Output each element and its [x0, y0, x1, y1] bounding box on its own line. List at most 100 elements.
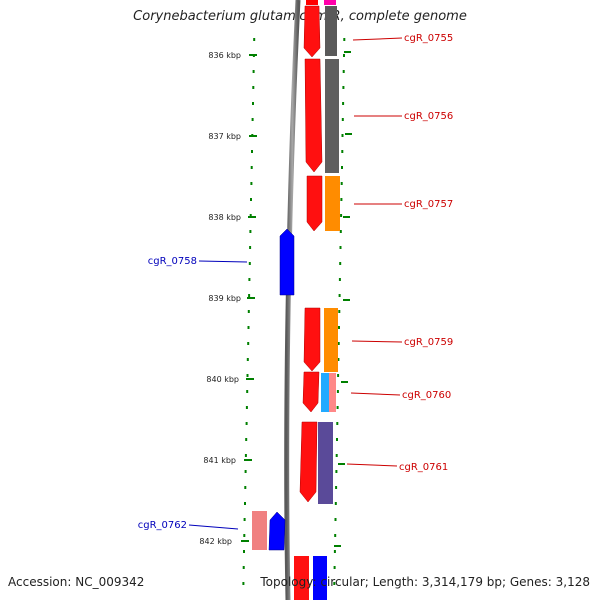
ruler-label: 837 kbp [208, 132, 241, 141]
gene-arrow-forward[interactable] [299, 421, 318, 503]
genome-backbone [284, 0, 301, 600]
gene-function-band [325, 176, 340, 231]
ruler-dot [249, 230, 252, 233]
gene-feature-partial [324, 0, 336, 5]
gene-label-cgR_0760[interactable]: cgR_0760 [402, 390, 451, 401]
ruler-dot [336, 406, 339, 409]
ruler-dot [342, 102, 345, 105]
gene-cgR_0761[interactable] [299, 421, 333, 504]
gene-arrow-forward[interactable] [303, 5, 321, 58]
gene-function-band [325, 59, 339, 173]
ruler-dot [337, 342, 340, 345]
ruler-dot [244, 470, 247, 473]
gene-cgR_0760[interactable] [302, 371, 336, 413]
gene-function-band [252, 511, 267, 550]
gene-label-cgR_0757[interactable]: cgR_0757 [404, 199, 453, 210]
ruler-dot [339, 246, 342, 249]
ruler-dot [338, 294, 341, 297]
ruler-dot [342, 86, 345, 89]
ruler: 836 kbp 837 kbp 838 kbp 839 kbp 840 kbp … [199, 51, 257, 546]
gene-cgR_0759[interactable] [303, 307, 338, 372]
map-title: Corynebacterium glutamicum R, complete g… [0, 9, 600, 24]
ruler-dot [338, 278, 341, 281]
ruler-dot [341, 134, 344, 137]
ruler-dot [343, 38, 346, 41]
ruler-dot [252, 86, 255, 89]
ruler-dot [248, 262, 251, 265]
gene-feature-partial [313, 556, 327, 600]
ruler-dot [245, 438, 248, 441]
title-text: Corynebacterium glutamicum R, complete g… [133, 9, 467, 24]
ruler-label: 841 kbp [203, 456, 236, 465]
ruler-label: 839 kbp [208, 294, 241, 303]
ruler-dot [250, 182, 253, 185]
gene-arrow-reverse[interactable] [279, 228, 295, 296]
topology-label: Topology: circular; Length: 3,314,179 bp… [260, 575, 590, 589]
gene-label-cgR_0761[interactable]: cgR_0761 [399, 462, 448, 473]
ruler-dot [246, 358, 249, 361]
gene-cgR_0762[interactable] [252, 511, 286, 551]
gene-label-cgR_0758[interactable]: cgR_0758 [148, 256, 197, 267]
gene-arrow-forward[interactable] [303, 307, 321, 372]
ruler-label: 836 kbp [208, 51, 241, 60]
ruler-dot [338, 326, 340, 329]
gene-label-cgR_0762[interactable]: cgR_0762 [138, 520, 187, 531]
label-leaders [188, 37, 403, 530]
ruler-dot [341, 118, 344, 121]
ruler-dot [248, 294, 251, 297]
ruler-dot [340, 182, 343, 185]
ruler-dot [244, 486, 247, 489]
gene-arrow-reverse[interactable] [268, 511, 286, 551]
ruler-dot [340, 198, 343, 201]
ruler-dot [247, 310, 250, 313]
ruler-dot [242, 566, 245, 569]
ruler-dot [243, 550, 245, 553]
ruler-dot [245, 422, 248, 425]
ruler-dots [242, 38, 346, 585]
ruler-dot [337, 374, 340, 377]
gene-feature-partial [306, 0, 318, 5]
gene-arrow-forward[interactable] [302, 371, 320, 413]
ruler-dot [337, 358, 340, 361]
ruler-dot [247, 342, 250, 345]
ruler-dot [335, 470, 338, 473]
ruler-dot [333, 550, 336, 553]
ruler-dot [336, 422, 339, 425]
ruler-dot [339, 230, 342, 233]
ruler-dot [245, 406, 248, 409]
ruler-dot [343, 54, 345, 57]
ruler-dot [250, 198, 252, 201]
ruler-dot [251, 118, 254, 121]
accession-label: Accession: NC_009342 [8, 575, 145, 589]
gene-arrow-forward[interactable] [304, 58, 323, 173]
gene-label-cgR_0759[interactable]: cgR_0759 [404, 337, 453, 348]
gene-function-band [321, 373, 329, 412]
ruler-dot [333, 582, 336, 585]
gene-arrow-forward[interactable] [306, 175, 323, 232]
gene-cgR_0755[interactable] [303, 5, 337, 58]
ruler-dot [243, 534, 246, 537]
ruler-dot [244, 502, 246, 505]
gene-label-cgR_0756[interactable]: cgR_0756 [404, 111, 453, 122]
gene-cgR_0758[interactable] [279, 228, 295, 296]
gene-function-band [325, 6, 337, 56]
ruler-dot [334, 534, 337, 537]
right-ruler-ticks [334, 51, 352, 547]
ruler-dot [336, 390, 339, 393]
ruler-dot [338, 310, 341, 313]
ruler-dot [334, 502, 337, 505]
gene-labels: cgR_0755 cgR_0756 cgR_0757 cgR_0758 cgR_… [138, 33, 454, 531]
gene-cgR_0756[interactable] [304, 58, 339, 173]
ruler-dot [335, 486, 338, 489]
ruler-label: 840 kbp [206, 375, 239, 384]
gene-cgR_0757[interactable] [306, 175, 340, 232]
ruler-dot [249, 246, 252, 249]
ruler-dot [246, 374, 249, 377]
ruler-dot [333, 566, 336, 569]
gene-label-cgR_0755[interactable]: cgR_0755 [404, 33, 453, 44]
ruler-dot [252, 70, 255, 73]
ruler-dot [243, 518, 246, 521]
ruler-dot [248, 278, 251, 281]
ruler-label: 838 kbp [208, 213, 241, 222]
ruler-dot [335, 454, 338, 457]
